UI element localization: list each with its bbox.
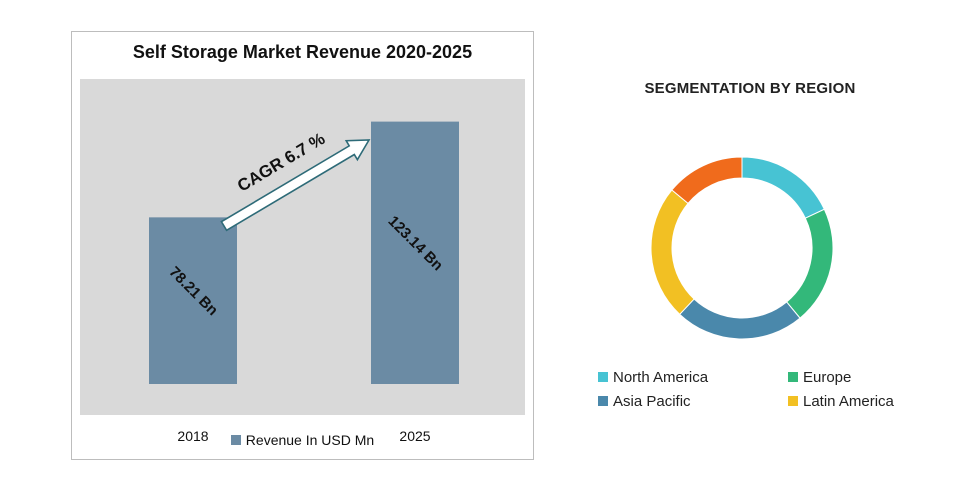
donut-slice-north-america (741, 156, 826, 219)
bar-2018 (149, 217, 237, 384)
legend-label: Revenue In USD Mn (245, 432, 375, 448)
bar-chart-title: Self Storage Market Revenue 2020-2025 (132, 42, 473, 62)
donut-slice-middle-east-africa (671, 156, 743, 205)
x-tick-label-2025: 2025 (399, 428, 431, 444)
legend-swatch-latin-america (788, 396, 798, 406)
legend-label-europe: Europe (803, 369, 852, 386)
bar-chart-legend: Revenue In USD Mn (72, 432, 533, 448)
legend-label-asia-pacific: Asia Pacific (613, 393, 691, 410)
legend-item-latin-america: Latin America (788, 393, 894, 410)
legend-swatch-north-america (598, 372, 608, 382)
donut-slice-latin-america (650, 189, 695, 316)
legend-label-latin-america: Latin America (803, 393, 894, 410)
legend-item-asia-pacific: Asia Pacific (598, 393, 691, 410)
donut-chart-title: SEGMENTATION BY REGION (644, 80, 856, 97)
donut-chart-svg (650, 156, 834, 340)
legend-swatch (230, 435, 241, 445)
legend-swatch-asia-pacific (598, 396, 608, 406)
x-tick-label-2018: 2018 (177, 428, 209, 444)
legend-item-north-america: North America (598, 369, 708, 386)
bar-2025 (371, 121, 459, 385)
donut-slice-europe (785, 208, 834, 319)
legend-item-europe: Europe (788, 369, 851, 386)
legend-swatch-europe (788, 372, 798, 382)
cagr-arrow (220, 139, 371, 232)
legend-label-north-america: North America (613, 369, 709, 386)
bar-chart-panel: Self Storage Market Revenue 2020-2025 78… (71, 31, 534, 460)
donut-slice-asia-pacific (679, 298, 801, 340)
